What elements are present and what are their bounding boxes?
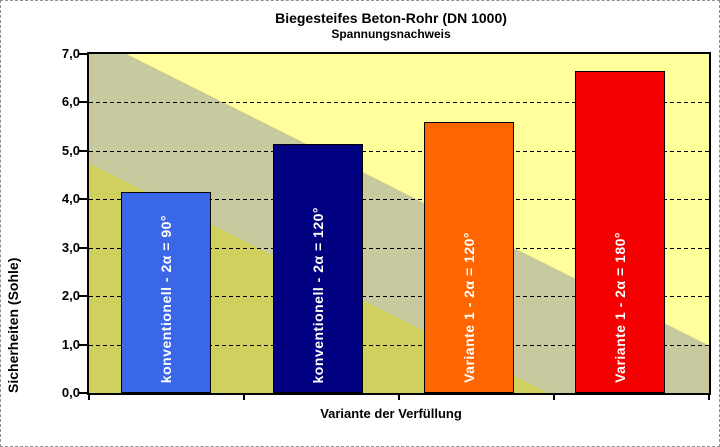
bar-label-2: konventionell - 2α = 120° [310, 206, 326, 383]
y-tick-mark-4,0 [79, 198, 87, 200]
gridline-y-3,0 [89, 248, 709, 249]
x-tick-mark-2 [398, 395, 400, 400]
y-axis-title: Sicherheiten (Sohle) [5, 257, 21, 393]
gridline-y-1,0 [89, 345, 709, 346]
plot-area: konventionell - 2α = 90° konventionell - … [87, 52, 711, 395]
bar-label-3: Variante 1 - 2α = 120° [461, 232, 477, 383]
chart-title: Biegesteifes Beton-Rohr (DN 1000) [275, 10, 507, 26]
y-tick-label-6,0: 6,0 [61, 94, 80, 109]
y-tick-mark-3,0 [79, 247, 87, 249]
y-tick-label-0,0: 0,0 [61, 385, 80, 400]
x-axis-title: Variante der Verfüllung [320, 406, 462, 421]
gridline-y-5,0 [89, 151, 709, 152]
gridline-y-2,0 [89, 296, 709, 297]
y-tick-label-3,0: 3,0 [61, 240, 80, 255]
bar-4[interactable]: Variante 1 - 2α = 180° [575, 71, 665, 393]
x-tick-mark-1 [243, 395, 245, 400]
y-tick-mark-2,0 [79, 295, 87, 297]
gridline-y-6,0 [89, 102, 709, 103]
gridline-y-4,0 [89, 199, 709, 200]
y-tick-label-2,0: 2,0 [61, 288, 80, 303]
y-tick-label-5,0: 5,0 [61, 143, 80, 158]
y-tick-label-7,0: 7,0 [61, 46, 80, 61]
chart-subtitle: Spannungsnachweis [331, 27, 451, 41]
chart-title-block: Biegesteifes Beton-Rohr (DN 1000) Spannu… [71, 9, 711, 42]
bar-1[interactable]: konventionell - 2α = 90° [121, 192, 211, 393]
x-tick-mark-3 [553, 395, 555, 400]
y-tick-label-1,0: 1,0 [61, 337, 80, 352]
y-tick-mark-6,0 [79, 101, 87, 103]
y-tick-mark-5,0 [79, 150, 87, 152]
x-tick-mark-4 [708, 395, 710, 400]
y-tick-mark-7,0 [79, 53, 87, 55]
y-tick-mark-0,0 [79, 392, 87, 394]
bar-label-4: Variante 1 - 2α = 180° [612, 232, 628, 383]
bar-label-1: konventionell - 2α = 90° [158, 214, 174, 383]
bar-3[interactable]: Variante 1 - 2α = 120° [424, 122, 514, 393]
y-tick-mark-1,0 [79, 344, 87, 346]
x-tick-mark-0 [88, 395, 90, 400]
bar-2[interactable]: konventionell - 2α = 120° [273, 144, 363, 393]
y-tick-label-4,0: 4,0 [61, 191, 80, 206]
